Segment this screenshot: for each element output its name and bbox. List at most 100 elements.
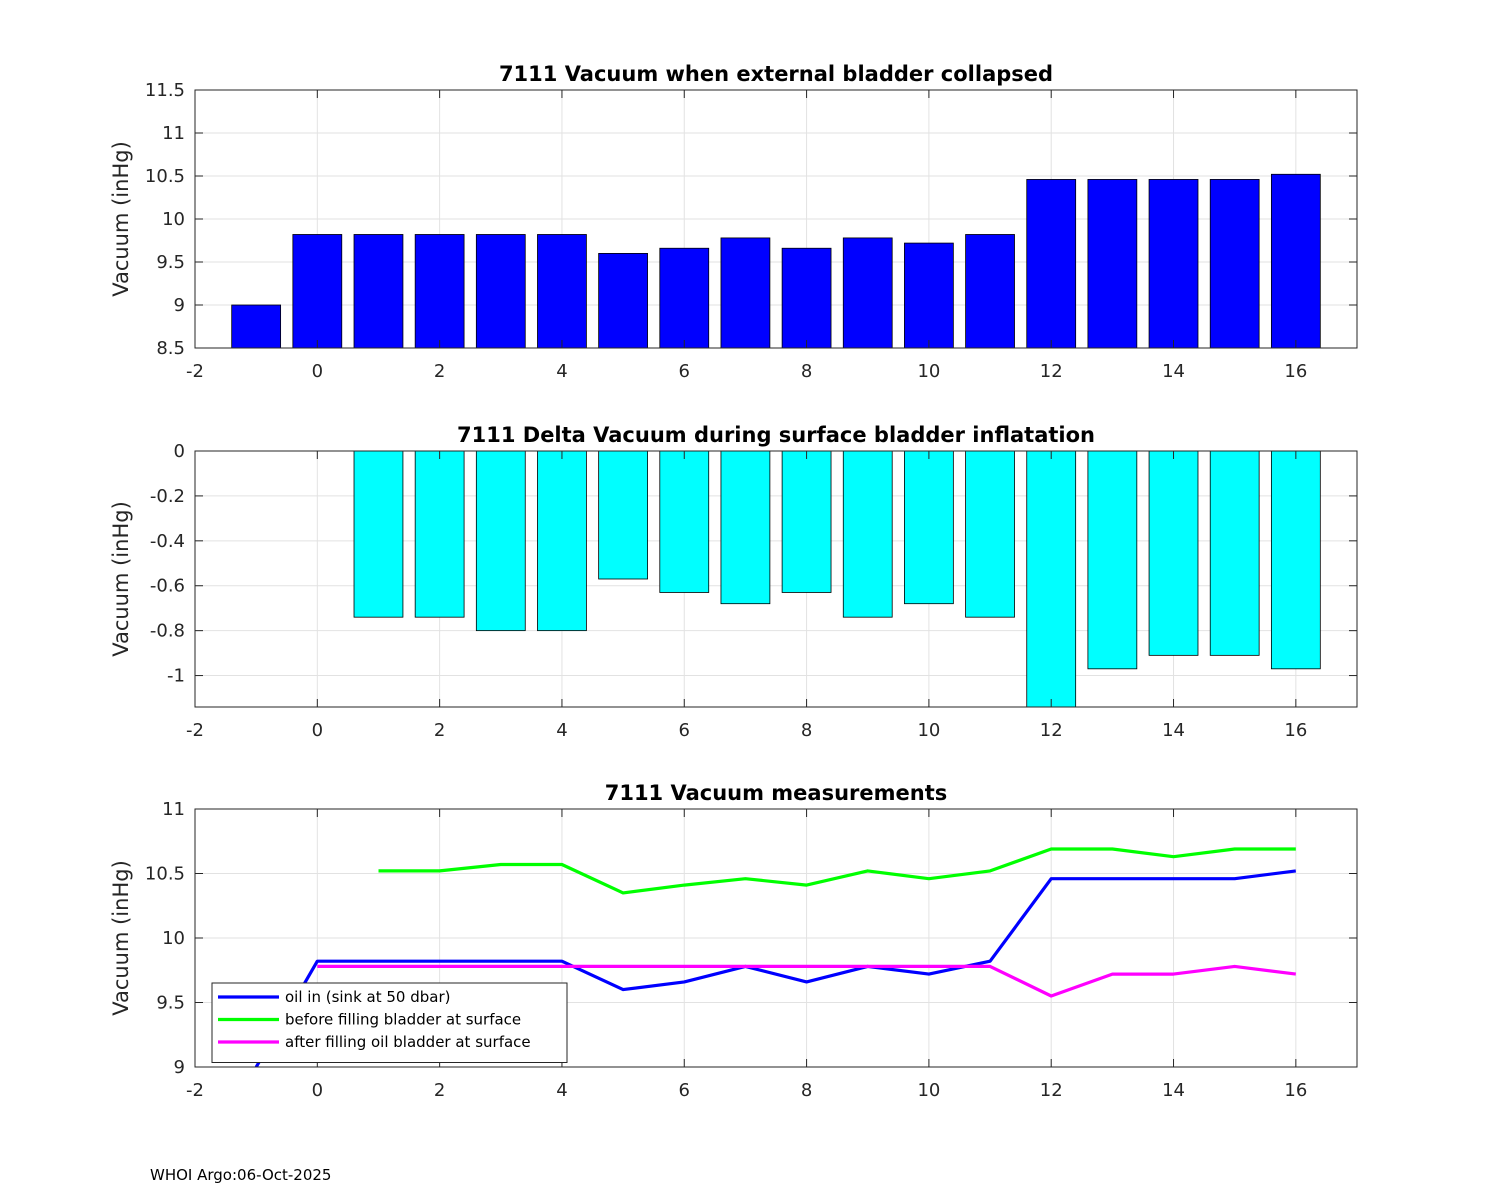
panel-2: -2 0 2 4 6 8 10 12 14 16 -1 -0.8 -0.6 -0.4 -0.2 0 7111 D…	[109, 423, 1358, 741]
x-tick-label: 12	[1040, 1080, 1063, 1101]
y-axis-label: Vacuum (inHg)	[109, 860, 133, 1016]
bar	[598, 252, 648, 348]
series-line-2	[378, 847, 1296, 895]
y-tick-label: 11	[162, 123, 185, 144]
x-tick-label: 8	[801, 1080, 812, 1101]
bar	[475, 451, 526, 632]
y-tick-label: 10.5	[145, 864, 185, 885]
series-line-1	[254, 869, 1297, 1067]
bar	[292, 234, 343, 348]
x-tick-label: 12	[1040, 720, 1063, 741]
bar	[353, 234, 404, 348]
bar	[1087, 451, 1138, 670]
x-tick-label: 4	[556, 361, 567, 382]
chart-title: 7111 Delta Vacuum during surface bladder…	[457, 423, 1095, 447]
x-tick-label: 8	[801, 720, 812, 741]
bar	[1087, 179, 1138, 348]
bar	[414, 451, 465, 618]
x-tick-label: 2	[434, 361, 445, 382]
data-layer	[231, 173, 1321, 348]
x-tick-label: 2	[434, 1080, 445, 1101]
y-tick-label: 11.5	[145, 80, 185, 101]
x-tick-label: 2	[434, 720, 445, 741]
y-tick-label: -1	[167, 666, 185, 687]
y-tick-label: 11	[162, 799, 185, 820]
y-tick-label: 10	[162, 209, 185, 230]
y-tick-label: 8.5	[156, 338, 185, 359]
footer-stamp: WHOI Argo:06-Oct-2025	[150, 1166, 332, 1184]
y-tick-label: 9	[174, 295, 185, 316]
x-tick-label: -2	[186, 720, 204, 741]
bar	[414, 234, 465, 348]
x-tick-label: 16	[1284, 361, 1307, 382]
bar	[1209, 179, 1260, 348]
x-tick-label: 4	[556, 720, 567, 741]
y-tick-label: 10	[162, 928, 185, 949]
x-tick-label: 0	[312, 720, 323, 741]
data-layer	[353, 451, 1321, 707]
x-tick-label: 6	[679, 720, 690, 741]
bar	[965, 234, 1015, 348]
bar	[965, 451, 1015, 618]
y-tick-label: -0.6	[150, 576, 185, 597]
y-tick-label: 9.5	[156, 252, 185, 273]
series-line-3	[317, 964, 1297, 998]
bar	[1148, 179, 1199, 348]
bar	[1270, 173, 1321, 348]
bar	[537, 234, 587, 348]
x-tick-label: 10	[917, 720, 940, 741]
bar	[904, 451, 954, 605]
x-tick-label: 12	[1040, 361, 1063, 382]
x-tick-label: 0	[312, 361, 323, 382]
bar	[1026, 451, 1077, 707]
bar	[904, 242, 954, 348]
ticks	[194, 89, 1357, 349]
x-tick-label: 10	[917, 1080, 940, 1101]
panel-3: -2 0 2 4 6 8 10 12 14 16 9 9.5 10 10.5 11 7111 Vacuum m…	[109, 781, 1358, 1101]
legend-label: before filling bladder at surface	[285, 1011, 521, 1029]
y-tick-label: 10.5	[145, 166, 185, 187]
bar	[1148, 451, 1199, 656]
x-tick-label: 14	[1162, 1080, 1185, 1101]
x-tick-label: 4	[556, 1080, 567, 1101]
chart-title: 7111 Vacuum when external bladder collap…	[499, 62, 1053, 86]
bar	[231, 304, 282, 348]
bar	[842, 237, 893, 348]
bar	[781, 247, 832, 348]
legend-label: after filling oil bladder at surface	[285, 1033, 531, 1051]
data-layer	[254, 847, 1297, 1067]
y-tick-label: -0.4	[150, 531, 185, 552]
y-tick-label: 9.5	[156, 993, 185, 1014]
bar	[1270, 451, 1321, 670]
y-tick-label: 9	[174, 1057, 185, 1078]
bar	[659, 247, 710, 348]
x-tick-label: 16	[1284, 1080, 1307, 1101]
legend: oil in (sink at 50 dbar) before filling b…	[211, 982, 568, 1063]
axes-box	[194, 450, 1358, 708]
y-tick-label: -0.8	[150, 621, 185, 642]
ticks	[194, 450, 1357, 707]
panel-1: -2 0 2 4 6 8 10 12 14 16 8.5 9 9.5 10 10.5 11 11.5 7111 V…	[109, 62, 1358, 382]
x-tick-label: -2	[186, 361, 204, 382]
bar	[659, 451, 710, 593]
x-tick-label: 0	[312, 1080, 323, 1101]
x-tick-label: 14	[1162, 720, 1185, 741]
x-tick-label: 14	[1162, 361, 1185, 382]
bar	[353, 451, 404, 618]
y-axis-label: Vacuum (inHg)	[109, 501, 133, 657]
chart-title: 7111 Vacuum measurements	[605, 781, 948, 805]
bar	[842, 451, 893, 618]
bar	[1209, 451, 1260, 656]
bar	[781, 451, 832, 593]
y-axis-label: Vacuum (inHg)	[109, 141, 133, 297]
x-tick-label: 6	[679, 361, 690, 382]
legend-label: oil in (sink at 50 dbar)	[285, 988, 450, 1006]
y-tick-label: -0.2	[150, 486, 185, 507]
x-tick-label: 8	[801, 361, 812, 382]
x-tick-label: 10	[917, 361, 940, 382]
bar	[720, 237, 771, 348]
y-tick-label: 0	[174, 441, 185, 462]
x-tick-label: -2	[186, 1080, 204, 1101]
x-tick-label: 6	[679, 1080, 690, 1101]
